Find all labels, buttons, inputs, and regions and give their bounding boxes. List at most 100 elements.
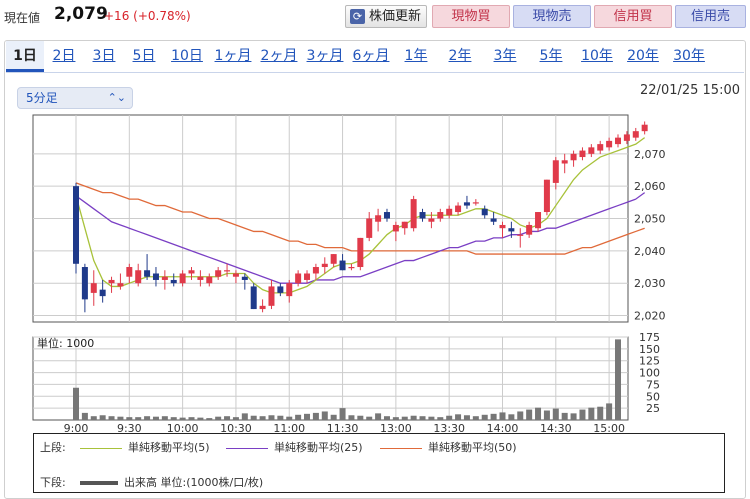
tab-2[interactable]: 2日 (52, 48, 76, 64)
candle-body (135, 270, 142, 284)
volume-bar (481, 414, 488, 420)
tab-9[interactable]: 6ヶ月 (352, 48, 390, 64)
volume-bar (330, 414, 337, 420)
header-bar: 現在値 2,079 +16 (+0.78%) ⟳ 株価更新 現物買 現物売 信用… (0, 0, 750, 34)
candle-body (463, 202, 470, 206)
candle-body (606, 140, 613, 148)
tab-12[interactable]: 3年 (493, 48, 517, 64)
candle-body (330, 254, 337, 264)
legend-ma5: 単純移動平均(5) (80, 439, 210, 455)
volume-bar (304, 413, 311, 420)
period-tabs: 1日 2日 3日 5日 10日 1ヶ月 2ヶ月 3ヶ月 6ヶ月 1年 2年 3年 5年 10年 20年 30年 (6, 41, 744, 73)
volume-bar (499, 412, 506, 420)
spot-buy-button[interactable]: 現物買 (432, 5, 510, 28)
volume-bar (73, 387, 79, 420)
interval-select[interactable]: 5分足 ⌃⌄ (17, 87, 133, 109)
candle-body (99, 289, 106, 297)
tab-14[interactable]: 10年 (581, 48, 613, 64)
candle-body (126, 267, 133, 277)
tab-3[interactable]: 3日 (92, 48, 116, 64)
volume-bar (232, 417, 239, 420)
tab-1[interactable]: 1日 (6, 41, 44, 72)
volume-bar (197, 417, 204, 420)
refresh-price-label: 株価更新 (368, 9, 421, 24)
x-tick-label: 13:00 (380, 422, 412, 435)
margin-buy-button[interactable]: 信用買 (594, 5, 672, 28)
chart-datetime: 22/01/25 15:00 (640, 83, 740, 98)
volume-bar (383, 416, 390, 420)
volume-tick-label: 25 (646, 402, 660, 415)
volume-bar (206, 418, 213, 420)
tab-10[interactable]: 1年 (404, 48, 428, 64)
volume-bar (597, 406, 604, 420)
candle-body (375, 215, 382, 222)
candle-body (490, 218, 497, 222)
volume-bar (224, 416, 231, 420)
legend-upper-label: 上段: (40, 441, 66, 454)
x-tick-label: 14:00 (487, 422, 519, 435)
candle-body (348, 267, 355, 269)
x-tick-label: 9:30 (117, 422, 142, 435)
volume-tick-label: 125 (639, 355, 660, 368)
volume-bar (135, 417, 142, 420)
volume-tick-label: 100 (639, 367, 660, 380)
candle-body (535, 212, 542, 229)
volume-bar (152, 416, 159, 420)
candle-body (268, 286, 275, 306)
candle-body (366, 218, 373, 238)
x-tick-label: 13:30 (433, 422, 465, 435)
tab-7[interactable]: 2ヶ月 (260, 48, 298, 64)
price-tick-label: 2,040 (634, 245, 666, 258)
volume-bar (552, 408, 559, 420)
volume-bar (472, 416, 479, 420)
candle-body (401, 221, 408, 229)
volume-bar (606, 403, 613, 420)
x-tick-label: 11:30 (327, 422, 359, 435)
candle-body (232, 273, 239, 277)
volume-bar (455, 414, 462, 420)
volume-tick-label: 175 (639, 331, 660, 344)
tab-11[interactable]: 2年 (448, 48, 472, 64)
candle-body (152, 273, 159, 280)
candle-body (428, 218, 435, 222)
tab-6[interactable]: 1ヶ月 (214, 48, 252, 64)
x-tick-label: 14:30 (540, 422, 572, 435)
volume-bar (463, 415, 470, 420)
interval-select-value: 5分足 (26, 91, 58, 105)
tab-16[interactable]: 30年 (673, 48, 705, 64)
volume-bar (410, 415, 417, 420)
refresh-icon: ⟳ (350, 9, 365, 24)
legend-ma5-label: 単純移動平均(5) (128, 441, 210, 454)
tab-15[interactable]: 20年 (627, 48, 659, 64)
candle-body (552, 160, 559, 183)
volume-bar (321, 411, 328, 420)
volume-tick-label: 150 (639, 343, 660, 356)
volume-bar (446, 415, 453, 420)
tab-5[interactable]: 10日 (171, 48, 203, 64)
spot-sell-button[interactable]: 現物売 (513, 5, 591, 28)
volume-tick-label: 50 (646, 390, 660, 403)
volume-bar (250, 415, 257, 420)
volume-bar (126, 417, 133, 420)
candle-body (561, 160, 568, 164)
tab-4[interactable]: 5日 (132, 48, 156, 64)
current-price-value: 2,079 (54, 4, 108, 24)
volume-panel (32, 336, 629, 421)
candle-body (81, 267, 88, 300)
volume-bar (312, 412, 319, 420)
tab-8[interactable]: 3ヶ月 (306, 48, 344, 64)
refresh-price-button[interactable]: ⟳ 株価更新 (345, 5, 427, 28)
margin-sell-button[interactable]: 信用売 (675, 5, 746, 28)
volume-bar (508, 414, 515, 420)
volume-bar (517, 411, 524, 420)
volume-bar (241, 413, 248, 420)
volume-bar (99, 415, 106, 420)
candle-body (339, 260, 346, 271)
volume-bar (179, 417, 186, 420)
volume-bar (526, 409, 533, 420)
x-tick-label: 9:00 (64, 422, 89, 435)
tab-13[interactable]: 5年 (539, 48, 563, 64)
candle-body (410, 199, 417, 229)
volume-bar (90, 416, 97, 420)
candle-body (472, 202, 479, 204)
